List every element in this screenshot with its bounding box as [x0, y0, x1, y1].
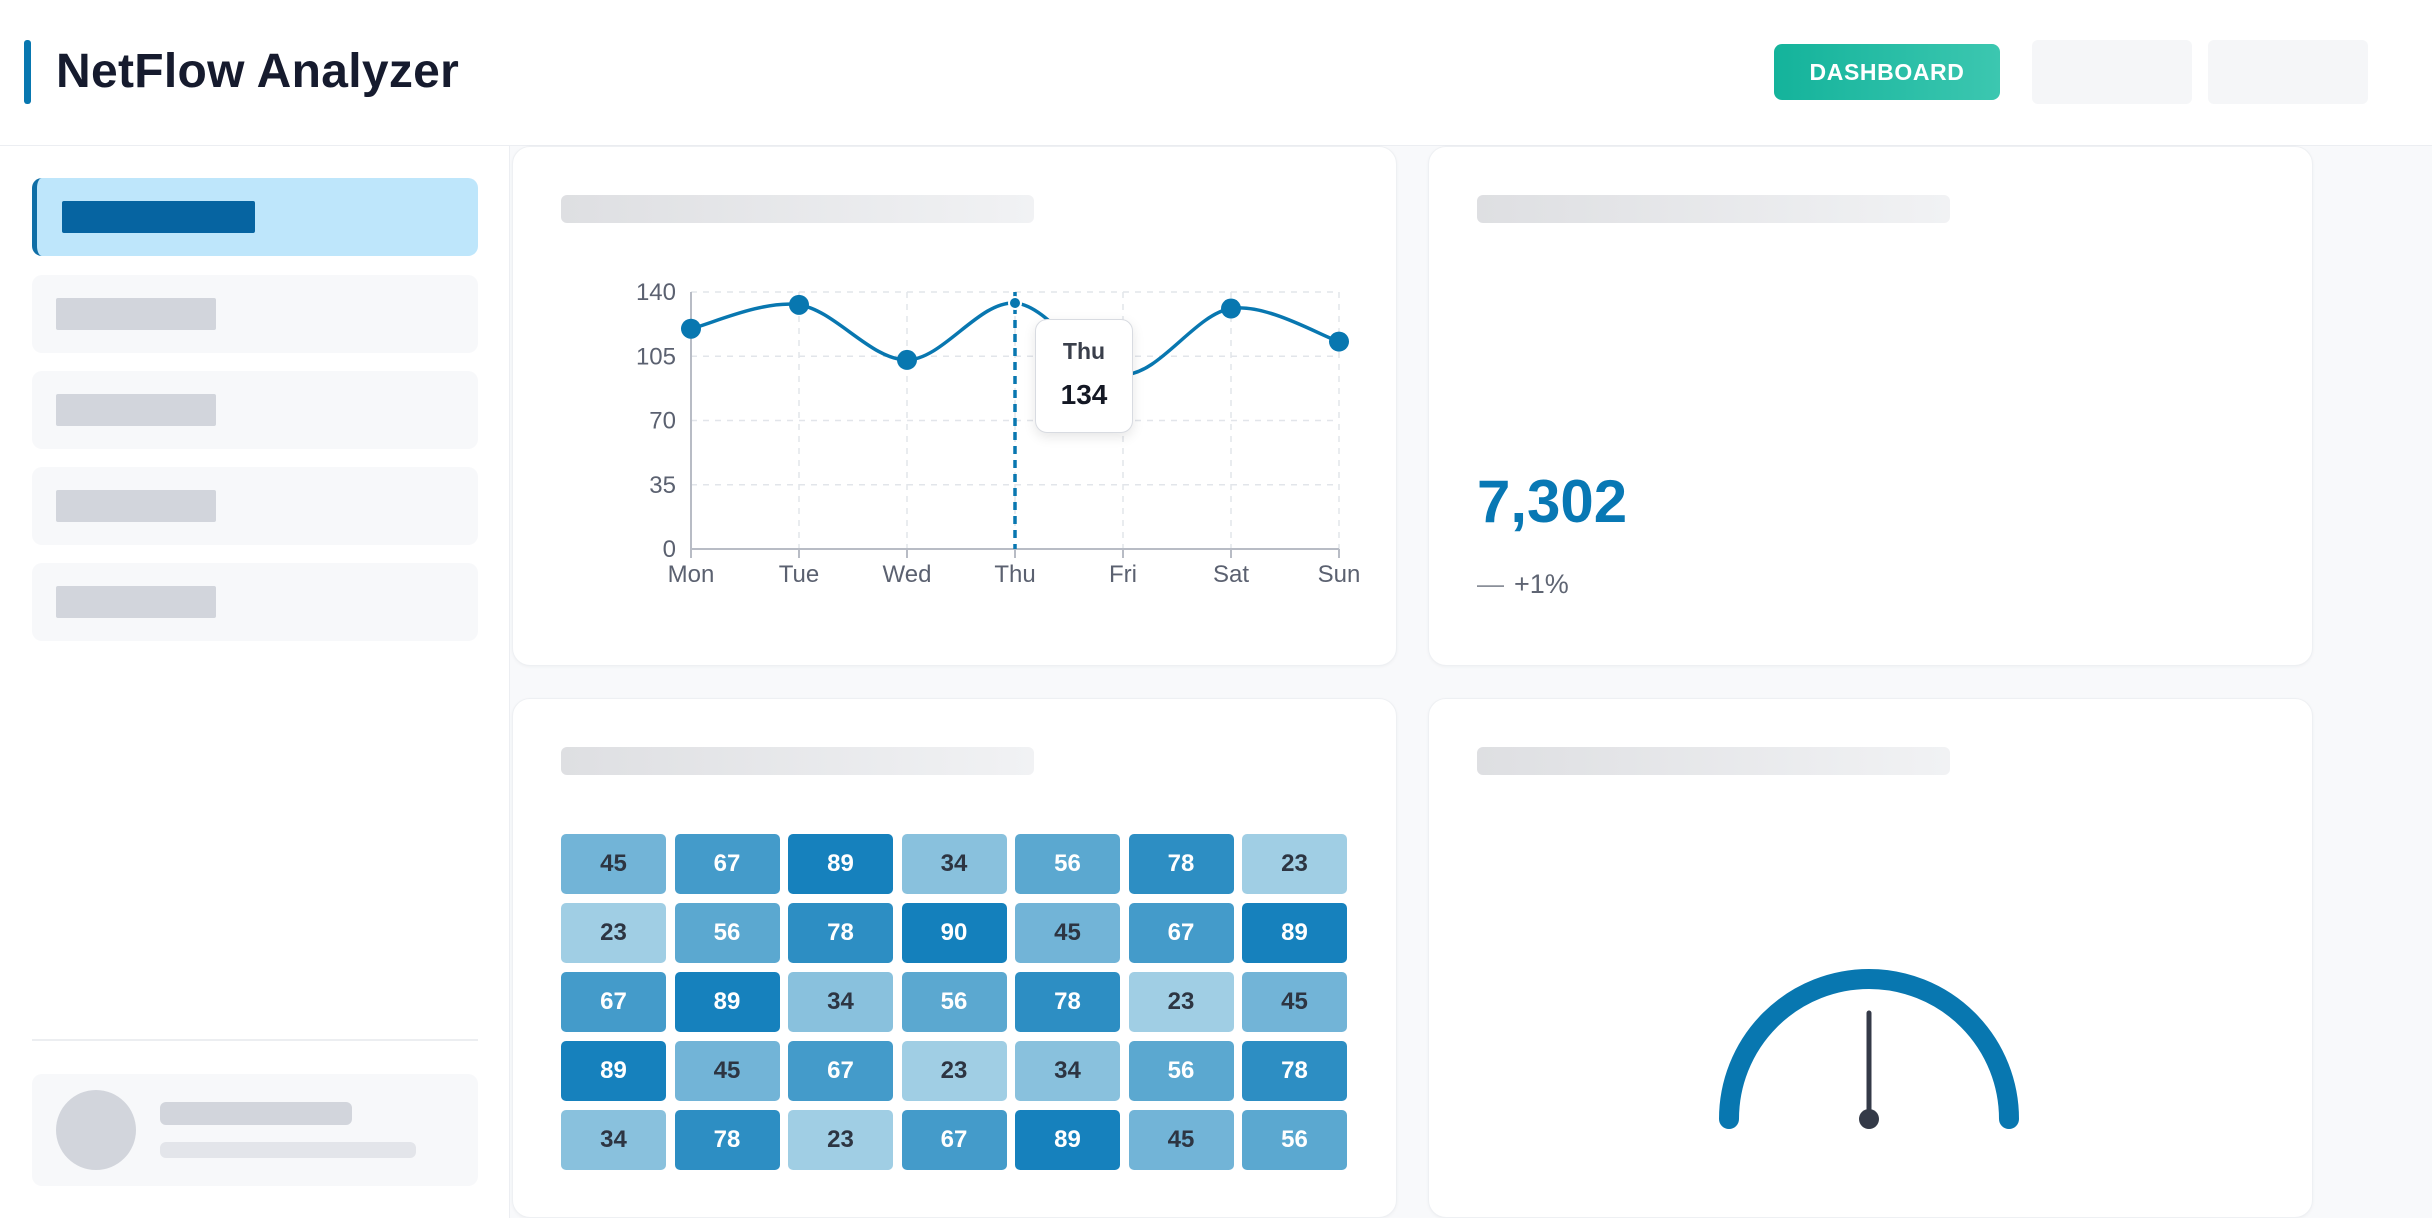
card-title-placeholder	[561, 747, 1034, 775]
kpi-value: 7,302	[1477, 468, 1628, 535]
heatmap-cell[interactable]: 78	[674, 1110, 780, 1170]
gauge-pivot	[1859, 1109, 1879, 1129]
user-name-placeholder	[160, 1102, 352, 1125]
sidebar-item-1[interactable]	[32, 178, 478, 256]
card-title-placeholder	[1477, 747, 1950, 775]
heatmap-cell[interactable]: 78	[1015, 972, 1120, 1032]
heatmap-cell[interactable]: 67	[788, 1041, 893, 1101]
traffic-chart-card: 0 35 70 105 140 Mon Tue Wed Thu Fri Sat Sun Thu 134	[512, 146, 1397, 666]
user-profile-card[interactable]	[32, 1074, 478, 1186]
heatmap-cell[interactable]: 89	[788, 834, 893, 894]
heatmap-cell[interactable]: 67	[561, 972, 666, 1032]
y-tick-label: 140	[636, 279, 676, 306]
sidebar-item-3[interactable]	[32, 371, 478, 449]
sidebar-item-label	[56, 394, 216, 426]
heatmap-cell[interactable]: 89	[1242, 903, 1347, 963]
heatmap-cell[interactable]: 45	[674, 1041, 780, 1101]
flat-dash-icon: —	[1477, 569, 1504, 599]
heatmap-cell[interactable]: 34	[788, 972, 893, 1032]
y-tick-label: 105	[636, 343, 676, 370]
x-tick-label: Sun	[1318, 561, 1361, 588]
sidebar-item-label	[56, 490, 216, 522]
heatmap-cell[interactable]: 56	[674, 903, 780, 963]
heatmap-cell[interactable]: 45	[1128, 1110, 1234, 1170]
x-tick-label: Wed	[883, 561, 932, 588]
heatmap-cell[interactable]: 90	[901, 903, 1007, 963]
heatmap-cell[interactable]: 23	[1242, 834, 1347, 894]
user-subtitle-placeholder	[160, 1142, 416, 1158]
kpi-card: 7,302 — +1%	[1428, 146, 2313, 666]
sidebar-item-label	[62, 201, 255, 233]
data-point[interactable]	[1329, 331, 1349, 352]
nav-button-3[interactable]	[2208, 40, 2368, 104]
heatmap-cell[interactable]: 67	[674, 834, 780, 894]
heatmap-cell[interactable]: 23	[901, 1041, 1007, 1101]
app-header: NetFlow Analyzer DASHBOARD	[0, 0, 2432, 146]
heatmap-cell[interactable]: 23	[1128, 972, 1234, 1032]
sidebar-divider	[32, 1039, 478, 1041]
sidebar-item-5[interactable]	[32, 563, 478, 641]
x-tick-label: Tue	[779, 561, 819, 588]
kpi-trend: — +1%	[1477, 569, 1569, 600]
data-point[interactable]	[789, 294, 809, 315]
sidebar-item-label	[56, 586, 216, 618]
avatar	[56, 1090, 136, 1170]
x-tick-label: Thu	[994, 561, 1035, 588]
heatmap-cell[interactable]: 89	[561, 1041, 666, 1101]
x-tick-label: Mon	[668, 561, 715, 588]
data-point[interactable]	[681, 318, 701, 339]
gauge-arc	[1719, 969, 2019, 1129]
gauge-card	[1428, 698, 2313, 1218]
heatmap-cell[interactable]: 45	[1242, 972, 1347, 1032]
sidebar-item-label	[56, 298, 216, 330]
heatmap-grid: 45 67 89 34 56 78 23 23 56 78 90 45 67 89 67 89 34 56 78 23…	[561, 834, 1351, 1170]
heatmap-cell[interactable]: 34	[901, 834, 1007, 894]
sidebar-item-4[interactable]	[32, 467, 478, 545]
heatmap-cell[interactable]: 67	[1128, 903, 1234, 963]
heatmap-cell[interactable]: 78	[1242, 1041, 1347, 1101]
heatmap-cell[interactable]: 89	[674, 972, 780, 1032]
tooltip-value: 134	[1060, 379, 1108, 410]
heatmap-cell[interactable]: 56	[1128, 1041, 1234, 1101]
heatmap-cell[interactable]: 89	[1015, 1110, 1120, 1170]
kpi-trend-value: +1%	[1514, 569, 1569, 599]
heatmap-cell[interactable]: 56	[901, 972, 1007, 1032]
heatmap-card: 45 67 89 34 56 78 23 23 56 78 90 45 67 89 67 89 34 56 78 23…	[512, 698, 1397, 1218]
app-title: NetFlow Analyzer	[56, 45, 460, 98]
y-tick-label: 35	[649, 472, 676, 499]
data-point[interactable]	[1221, 298, 1241, 319]
y-tick-label: 0	[663, 536, 676, 563]
heatmap-cell[interactable]: 67	[901, 1110, 1007, 1170]
nav-button-2[interactable]	[2032, 40, 2192, 104]
card-title-placeholder	[1477, 195, 1950, 223]
data-point[interactable]	[897, 349, 917, 370]
chart-tooltip: Thu 134	[1035, 319, 1133, 433]
y-tick-label: 70	[649, 408, 676, 435]
data-point-highlight[interactable]	[1008, 296, 1022, 311]
heatmap-cell[interactable]: 78	[1128, 834, 1234, 894]
brand-accent-bar	[24, 40, 31, 104]
heatmap-cell[interactable]: 34	[561, 1110, 666, 1170]
x-tick-label: Sat	[1213, 561, 1249, 588]
sidebar	[0, 146, 510, 1218]
heatmap-cell[interactable]: 45	[1015, 903, 1120, 963]
x-tick-label: Fri	[1109, 561, 1137, 588]
card-title-placeholder	[561, 195, 1034, 223]
heatmap-cell[interactable]: 23	[788, 1110, 893, 1170]
heatmap-cell[interactable]: 23	[561, 903, 666, 963]
heatmap-cell[interactable]: 78	[788, 903, 893, 963]
tooltip-label: Thu	[1062, 338, 1106, 364]
gauge-chart	[1719, 969, 2019, 1129]
heatmap-cell[interactable]: 45	[561, 834, 666, 894]
nav-dashboard-button[interactable]: DASHBOARD	[1774, 44, 2000, 100]
heatmap-cell[interactable]: 56	[1242, 1110, 1347, 1170]
sidebar-item-2[interactable]	[32, 275, 478, 353]
heatmap-cell[interactable]: 56	[1015, 834, 1120, 894]
heatmap-cell[interactable]: 34	[1015, 1041, 1120, 1101]
line-chart: 0 35 70 105 140 Mon Tue Wed Thu Fri Sat Sun	[636, 279, 1361, 588]
